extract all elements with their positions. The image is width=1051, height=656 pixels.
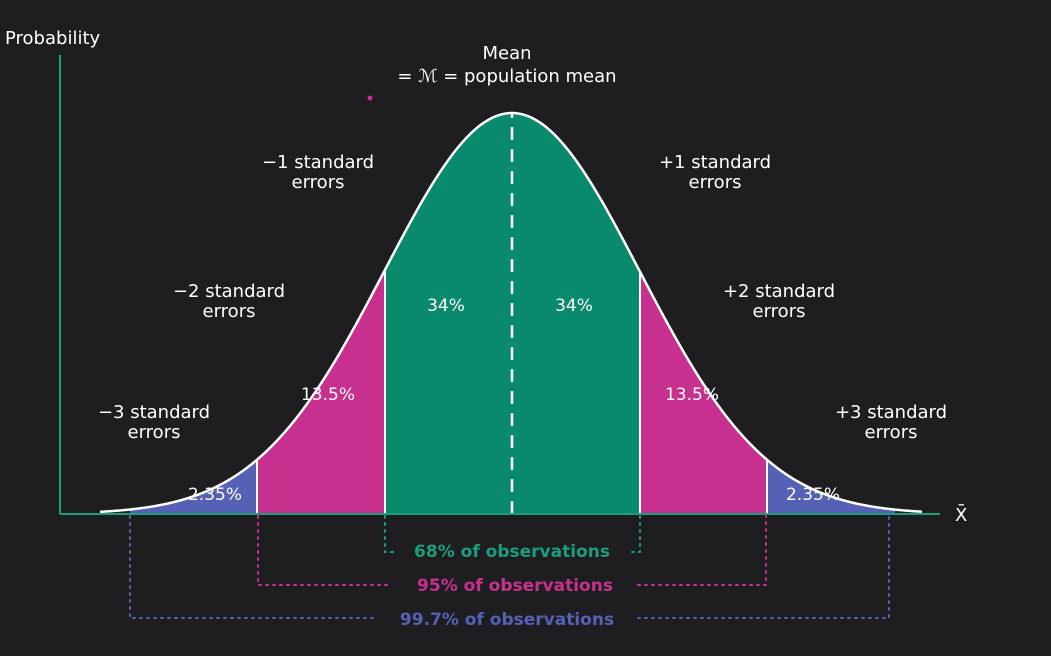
- label-plus2-line2: errors: [753, 301, 806, 322]
- label-plus1-line1: +1 standard: [659, 152, 771, 173]
- mean-title: Mean: [482, 43, 531, 64]
- region-outer-right: [767, 459, 895, 514]
- label-plus3-line1: +3 standard: [835, 402, 947, 423]
- label-minus1-line2: errors: [292, 172, 345, 193]
- pct-outer-left: 2.35%: [188, 485, 242, 505]
- obs-95-label: 95% of observations: [417, 576, 613, 596]
- label-plus3-line2: errors: [865, 422, 918, 443]
- x-axis-label: X̄: [955, 504, 967, 526]
- pct-center-left: 34%: [427, 296, 465, 316]
- mean-definition: = ℳ = population mean: [397, 66, 616, 87]
- bracket-95: [257, 515, 767, 586]
- bracket-68: [384, 515, 641, 553]
- bracket-997: [129, 515, 890, 619]
- label-plus1-line2: errors: [689, 172, 742, 193]
- label-minus3-line1: −3 standard: [98, 402, 210, 423]
- pct-center-right: 34%: [555, 296, 593, 316]
- pct-middle-right: 13.5%: [665, 385, 719, 405]
- decorative-dot: [367, 95, 373, 101]
- label-minus2-line1: −2 standard: [173, 281, 285, 302]
- pct-middle-left: 13.5%: [301, 385, 355, 405]
- region-outer-left: [130, 459, 257, 514]
- obs-68-label: 68% of observations: [414, 542, 610, 562]
- label-minus1-line1: −1 standard: [262, 152, 374, 173]
- pct-outer-right: 2.35%: [786, 485, 840, 505]
- label-minus2-line2: errors: [203, 301, 256, 322]
- obs-997-label: 99.7% of observations: [400, 610, 614, 630]
- y-axis-label: Probability: [5, 28, 100, 49]
- label-minus3-line2: errors: [128, 422, 181, 443]
- label-plus2-line1: +2 standard: [723, 281, 835, 302]
